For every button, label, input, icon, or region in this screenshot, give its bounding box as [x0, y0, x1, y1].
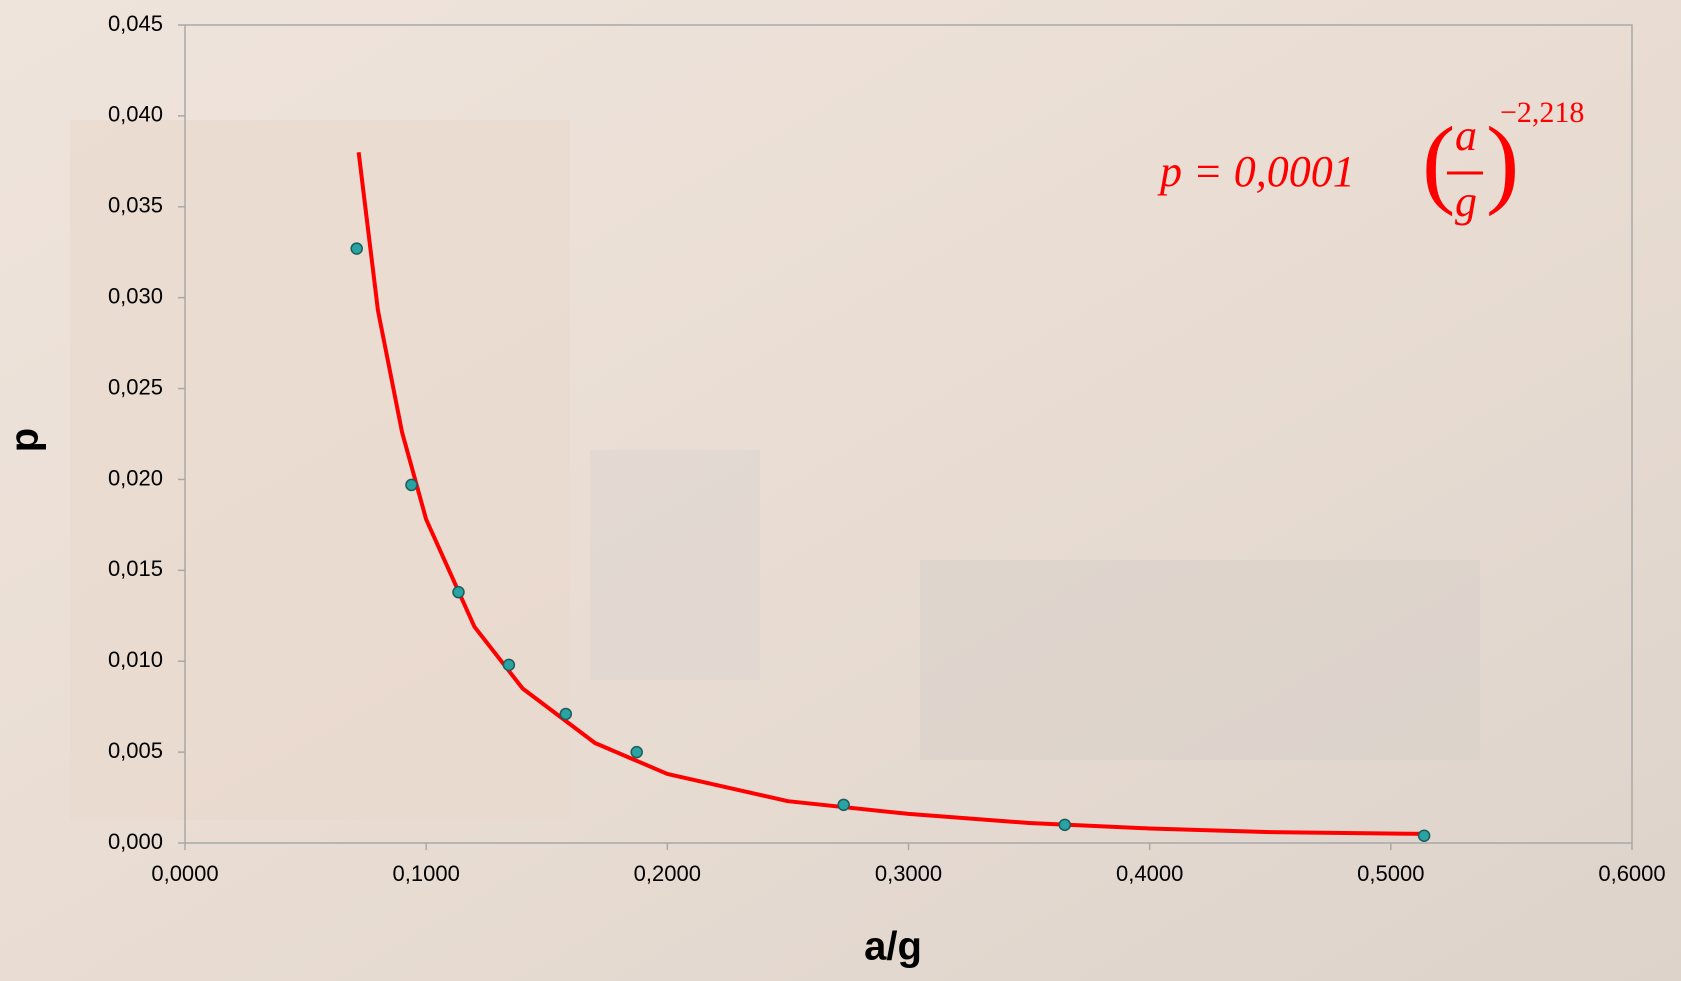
- x-tick-label: 0,2000: [634, 861, 701, 886]
- x-tick-label: 0,4000: [1116, 861, 1183, 886]
- y-tick-label: 0,010: [108, 647, 163, 672]
- chart: a/g p p = 0,0001 ( a g ) −2,218 0,0000,0…: [0, 0, 1681, 981]
- data-point: [1059, 819, 1070, 830]
- y-tick-label: 0,015: [108, 556, 163, 581]
- y-axis-title: p: [3, 428, 47, 452]
- y-tick-label: 0,025: [108, 374, 163, 399]
- y-tick-label: 0,000: [108, 829, 163, 854]
- y-tick-label: 0,045: [108, 11, 163, 36]
- x-tick-label: 0,5000: [1357, 861, 1424, 886]
- equation-left-paren: (: [1422, 106, 1455, 217]
- window-shape: [590, 450, 760, 680]
- data-point: [560, 708, 571, 719]
- x-tick-label: 0,3000: [875, 861, 942, 886]
- data-point: [503, 659, 514, 670]
- x-axis-title: a/g: [864, 925, 922, 969]
- y-tick-label: 0,020: [108, 465, 163, 490]
- y-tick-label: 0,040: [108, 102, 163, 127]
- data-point: [838, 799, 849, 810]
- equation-lhs: p = 0,0001: [1157, 147, 1355, 196]
- y-tick-label: 0,030: [108, 283, 163, 308]
- y-tick-label: 0,035: [108, 193, 163, 218]
- x-tick-label: 0,6000: [1598, 861, 1665, 886]
- x-tick-label: 0,0000: [151, 861, 218, 886]
- data-point: [631, 747, 642, 758]
- x-tick-label: 0,1000: [393, 861, 460, 886]
- y-tick-label: 0,005: [108, 738, 163, 763]
- equation-denominator: g: [1455, 177, 1477, 226]
- data-point: [351, 243, 362, 254]
- data-point: [1419, 830, 1430, 841]
- data-point: [453, 587, 464, 598]
- equation-exponent: −2,218: [1500, 96, 1584, 129]
- data-point: [406, 479, 417, 490]
- roof-shape: [920, 560, 1480, 760]
- equation-numerator: a: [1455, 111, 1477, 160]
